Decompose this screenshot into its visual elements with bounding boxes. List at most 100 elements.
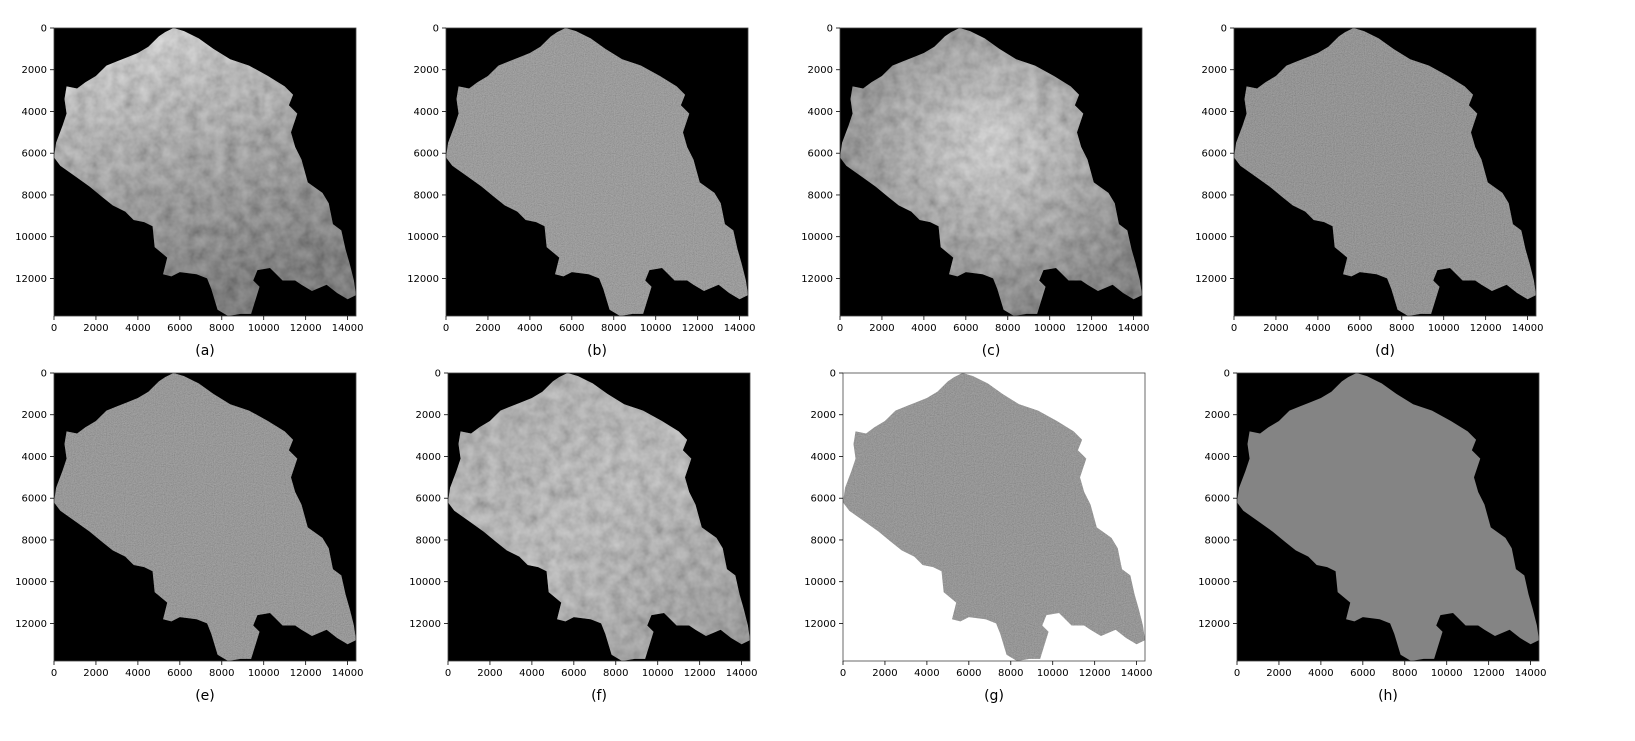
panel-e: 0 2000 4000 6000 8000 10000 12000 14000 0 2000 400…: [15, 369, 363, 705]
x-tick-label: 14000: [724, 323, 756, 334]
x-tick-label: 14000: [332, 668, 364, 679]
x-tick-label: 6000: [559, 323, 584, 334]
panel-b: 0 2000 4000 6000 8000 10000 12000 14000 0 2000 400…: [407, 24, 755, 360]
x-tick-label: 10000: [640, 323, 672, 334]
x-tick-label: 2000: [83, 668, 108, 679]
y-tick-label: 8000: [22, 190, 47, 201]
y-tick-label: 12000: [15, 274, 47, 285]
y-tick-label: 4000: [414, 107, 439, 118]
axes-frame: [1233, 27, 1537, 317]
x-tick-label: 8000: [601, 323, 626, 334]
axes-frame: [1236, 372, 1540, 662]
axes-frame: [53, 372, 357, 662]
y-tick-label: 0: [1221, 24, 1227, 35]
x-tick-label: 0: [443, 323, 449, 334]
y-tick-label: 0: [433, 24, 439, 35]
x-tick-label: 2000: [1263, 323, 1288, 334]
x-tick-label: 0: [840, 668, 846, 679]
panel-caption: (h): [1378, 688, 1398, 704]
x-tick-label: 0: [1234, 668, 1240, 679]
y-tick-label: 4000: [416, 452, 441, 463]
axes-frame: [445, 27, 749, 317]
x-tick-label: 0: [51, 668, 57, 679]
panel-d: 0 2000 4000 6000 8000 10000 12000 14000 0 2000 400…: [1195, 24, 1543, 360]
x-tick-label: 8000: [209, 323, 234, 334]
y-tick-label: 6000: [1205, 494, 1230, 505]
y-tick-label: 0: [41, 369, 47, 380]
x-tick-label: 10000: [248, 668, 280, 679]
y-tick-label: 10000: [407, 232, 439, 243]
x-tick-label: 12000: [1473, 668, 1505, 679]
x-tick-label: 14000: [726, 668, 758, 679]
y-tick-label: 4000: [1205, 452, 1230, 463]
y-tick-label: 10000: [15, 232, 47, 243]
y-tick-label: 6000: [811, 494, 836, 505]
x-tick-label: 4000: [1305, 323, 1330, 334]
x-tick-label: 12000: [1076, 323, 1108, 334]
x-tick-label: 10000: [248, 323, 280, 334]
x-tick-label: 8000: [1392, 668, 1417, 679]
y-tick-label: 8000: [22, 535, 47, 546]
x-tick-label: 4000: [911, 323, 936, 334]
panel-caption: (e): [195, 688, 215, 704]
y-tick-label: 2000: [416, 410, 441, 421]
y-tick-label: 8000: [811, 535, 836, 546]
panel-a: 0 2000 4000 6000 8000 10000 12000 14000 0 2000 400…: [15, 24, 363, 360]
y-tick-label: 0: [830, 369, 836, 380]
y-tick-label: 4000: [22, 452, 47, 463]
y-tick-label: 0: [435, 369, 441, 380]
y-tick-label: 2000: [22, 410, 47, 421]
x-tick-label: 6000: [167, 323, 192, 334]
y-tick-label: 6000: [414, 149, 439, 160]
x-tick-label: 8000: [1389, 323, 1414, 334]
panel-c: 0 2000 4000 6000 8000 10000 12000 14000 0 2000 400…: [801, 24, 1149, 360]
x-tick-label: 4000: [125, 323, 150, 334]
axes-frame: [447, 372, 751, 662]
x-tick-label: 2000: [869, 323, 894, 334]
y-tick-label: 10000: [804, 577, 836, 588]
y-tick-label: 6000: [22, 494, 47, 505]
y-tick-label: 4000: [811, 452, 836, 463]
x-tick-label: 6000: [1347, 323, 1372, 334]
y-tick-label: 6000: [416, 494, 441, 505]
panel-h: 0 2000 4000 6000 8000 10000 12000 14000 0 2000 400…: [1198, 369, 1546, 705]
axes-frame: [839, 27, 1143, 317]
x-tick-label: 10000: [1428, 323, 1460, 334]
y-tick-label: 12000: [804, 619, 836, 630]
x-tick-label: 8000: [209, 668, 234, 679]
y-tick-label: 8000: [414, 190, 439, 201]
x-tick-label: 8000: [995, 323, 1020, 334]
x-tick-label: 0: [445, 668, 451, 679]
panel-caption: (a): [195, 343, 215, 359]
x-tick-label: 6000: [956, 668, 981, 679]
x-tick-label: 14000: [1118, 323, 1150, 334]
x-tick-label: 4000: [517, 323, 542, 334]
panel-caption: (f): [591, 688, 607, 704]
x-tick-label: 14000: [1515, 668, 1547, 679]
x-tick-label: 0: [51, 323, 57, 334]
panel-caption: (d): [1375, 343, 1395, 359]
x-tick-label: 4000: [1308, 668, 1333, 679]
y-tick-label: 2000: [22, 65, 47, 76]
y-tick-label: 6000: [808, 149, 833, 160]
y-tick-label: 12000: [15, 619, 47, 630]
y-tick-label: 4000: [808, 107, 833, 118]
x-tick-label: 10000: [642, 668, 674, 679]
x-tick-label: 0: [837, 323, 843, 334]
y-tick-label: 2000: [811, 410, 836, 421]
y-tick-label: 12000: [407, 274, 439, 285]
x-tick-label: 12000: [1470, 323, 1502, 334]
axes-frame: [53, 27, 357, 317]
y-tick-label: 2000: [1205, 410, 1230, 421]
x-tick-label: 2000: [475, 323, 500, 334]
panel-caption: (c): [982, 343, 1001, 359]
y-tick-label: 10000: [801, 232, 833, 243]
x-tick-label: 6000: [167, 668, 192, 679]
y-tick-label: 2000: [414, 65, 439, 76]
y-tick-label: 8000: [1205, 535, 1230, 546]
x-tick-label: 12000: [290, 668, 322, 679]
x-tick-label: 4000: [519, 668, 544, 679]
y-tick-label: 0: [827, 24, 833, 35]
y-tick-label: 0: [1224, 369, 1230, 380]
